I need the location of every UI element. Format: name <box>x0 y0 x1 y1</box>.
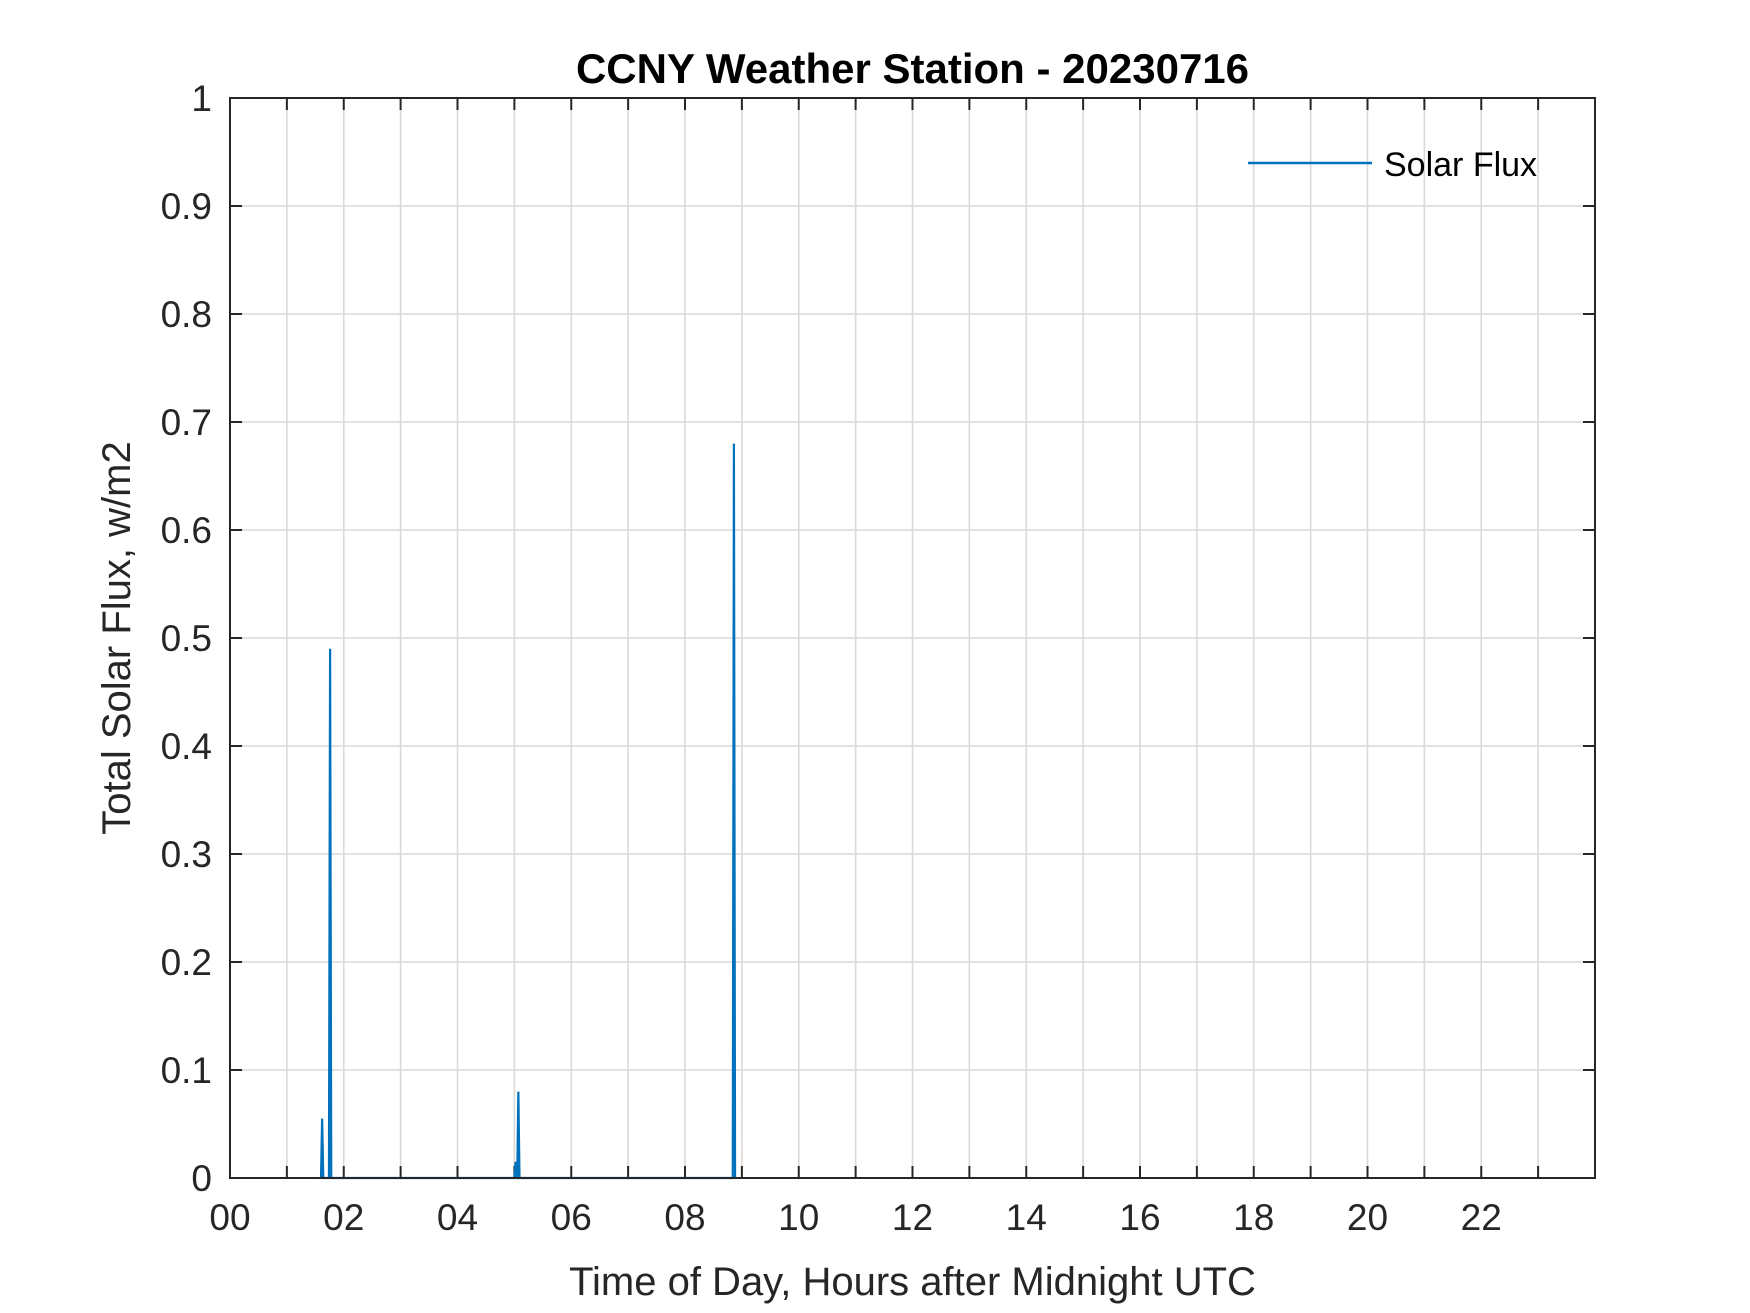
x-tick-label: 14 <box>1006 1197 1047 1238</box>
legend: Solar Flux <box>1248 146 1537 184</box>
x-tick-label: 18 <box>1233 1197 1274 1238</box>
x-tick-label: 12 <box>892 1197 933 1238</box>
x-tick-label: 20 <box>1347 1197 1388 1238</box>
x-axis-label: Time of Day, Hours after Midnight UTC <box>569 1260 1256 1304</box>
x-tick-label: 04 <box>437 1197 478 1238</box>
y-tick-label: 0.8 <box>161 294 212 335</box>
y-tick-label: 0 <box>191 1158 212 1199</box>
y-tick-label: 0.6 <box>161 510 212 551</box>
plot-frame <box>229 97 1596 1179</box>
x-tick-label: 10 <box>778 1197 819 1238</box>
x-tick-label: 08 <box>664 1197 705 1238</box>
y-tick-label: 0.2 <box>161 942 212 983</box>
y-axis-label: Total Solar Flux, w/m2 <box>95 441 139 834</box>
chart-title: CCNY Weather Station - 20230716 <box>576 45 1249 92</box>
x-tick-label: 02 <box>323 1197 364 1238</box>
y-tick-label: 0.3 <box>161 834 212 875</box>
y-tick-label: 0.5 <box>161 618 212 659</box>
x-tick-labels: 00 02 04 06 08 10 12 14 16 18 20 22 <box>209 1197 1501 1238</box>
y-tick-label: 0.4 <box>161 726 212 767</box>
y-tick-labels: 0 0.1 0.2 0.3 0.4 0.5 0.6 0.7 0.8 0.9 1 <box>161 78 212 1199</box>
legend-label: Solar Flux <box>1384 146 1537 184</box>
axis-ticks <box>229 97 1595 1179</box>
y-tick-label: 0.9 <box>161 186 212 227</box>
x-tick-label: 00 <box>209 1197 250 1238</box>
y-tick-label: 0.1 <box>161 1050 212 1091</box>
x-tick-label: 22 <box>1461 1197 1502 1238</box>
x-tick-label: 06 <box>551 1197 592 1238</box>
x-tick-label: 16 <box>1119 1197 1160 1238</box>
y-tick-label: 0.7 <box>161 402 212 443</box>
y-tick-label: 1 <box>191 78 212 119</box>
